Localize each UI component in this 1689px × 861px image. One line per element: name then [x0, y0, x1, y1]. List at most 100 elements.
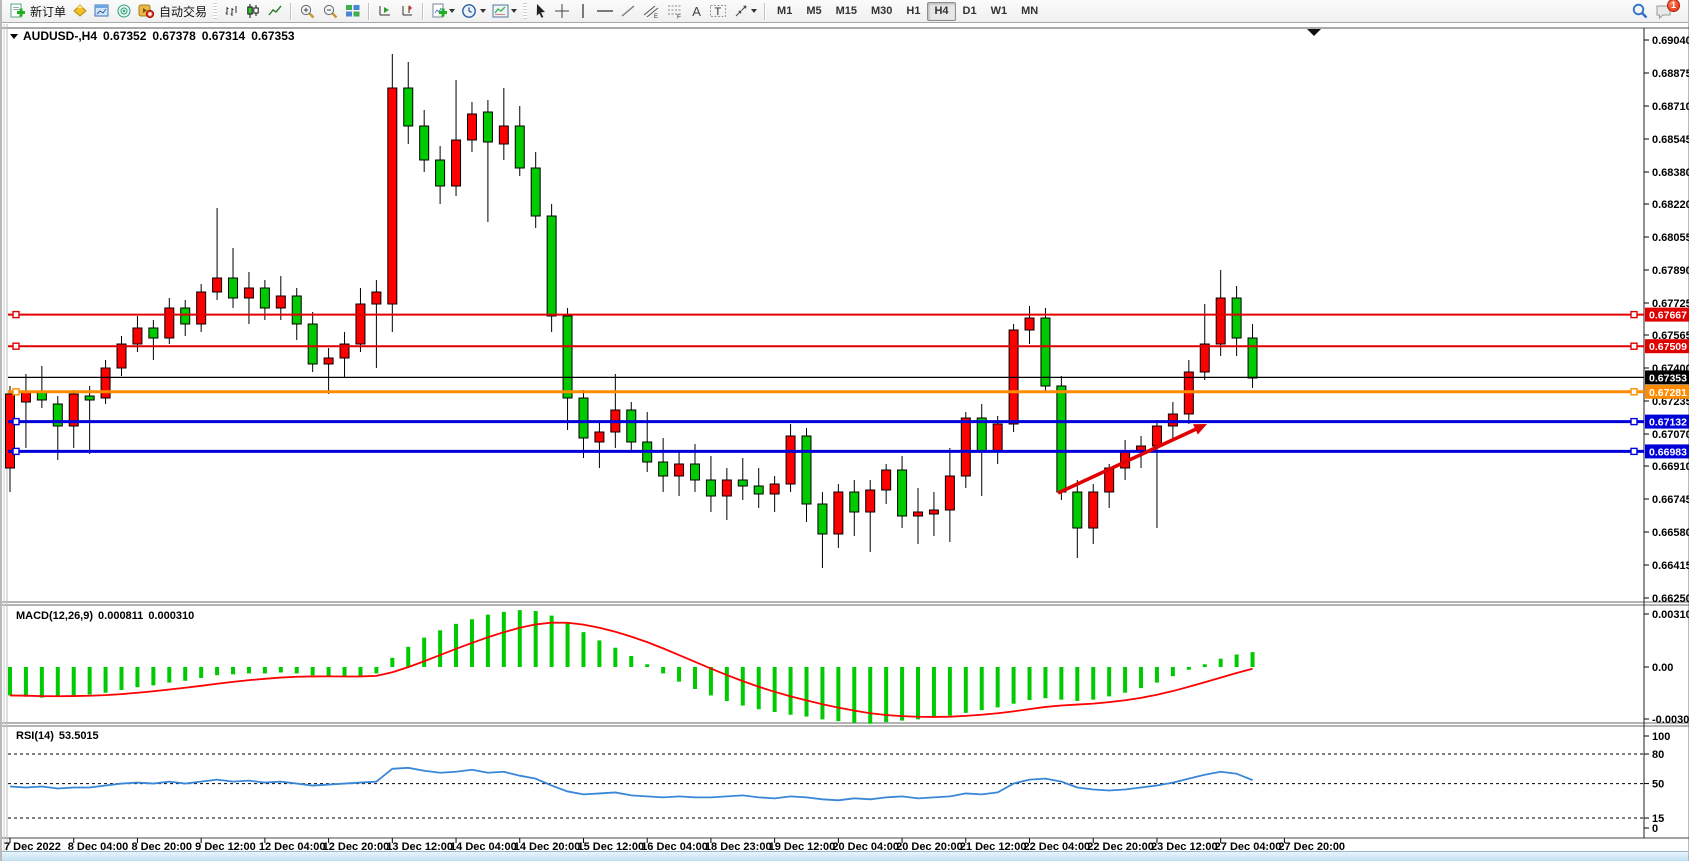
candlesticks [5, 54, 1258, 568]
svg-text:E: E [654, 14, 658, 19]
macd-pane-label: MACD(12,26,9) 0.000811 0.000310 [16, 610, 199, 622]
svg-text:0.66250: 0.66250 [1652, 593, 1689, 605]
macd-value-main: 0.000811 [98, 610, 144, 622]
fibonacci-button[interactable]: F [663, 2, 687, 21]
timeframe-button-m1[interactable]: M1 [777, 5, 793, 17]
h-line-0.67281[interactable]: 0.67281 [8, 384, 1689, 399]
bar-chart-button[interactable] [220, 2, 242, 21]
radar-icon [117, 4, 131, 18]
toolbar-drag-handle[interactable] [523, 3, 528, 19]
svg-text:15 Dec 12:00: 15 Dec 12:00 [577, 841, 644, 853]
timeframe-button-mn[interactable]: MN [1021, 5, 1039, 17]
crosshair-button[interactable] [551, 2, 573, 21]
svg-text:50: 50 [1652, 779, 1664, 791]
trendline-button[interactable] [617, 2, 639, 21]
candlestick-button[interactable] [242, 2, 264, 21]
trendline-icon [621, 5, 635, 17]
vertical-line-button[interactable] [573, 2, 593, 21]
svg-text:22 Dec 20:00: 22 Dec 20:00 [1087, 841, 1154, 853]
h-line-0.67509[interactable]: 0.67509 [8, 339, 1689, 354]
chevron-down-icon [751, 9, 758, 13]
svg-text:12 Dec 04:00: 12 Dec 04:00 [259, 841, 326, 853]
price-close: 0.67353 [251, 29, 295, 43]
h-line-0.67132[interactable]: 0.67132 [8, 414, 1689, 429]
timeframe-button-m5[interactable]: M5 [806, 5, 822, 17]
svg-text:9 Dec 12:00: 9 Dec 12:00 [195, 841, 256, 853]
svg-text:0.67281: 0.67281 [1649, 387, 1687, 399]
one-click-trading-toggle-icon[interactable] [10, 34, 18, 40]
notifications-button[interactable]: 1 [1652, 0, 1680, 21]
periods-button[interactable] [458, 2, 489, 21]
navigator-button[interactable] [113, 2, 135, 21]
autotrading-button[interactable] [135, 2, 157, 21]
trend-arrow[interactable] [1057, 424, 1207, 495]
macd-name: MACD(12,26,9) [16, 610, 94, 622]
svg-text:0.68545: 0.68545 [1652, 134, 1689, 146]
toolbar-drag-handle[interactable] [213, 3, 218, 19]
svg-text:-0.003089: -0.003089 [1652, 714, 1689, 726]
arrows-button[interactable] [730, 2, 760, 21]
svg-text:16 Dec 04:00: 16 Dec 04:00 [641, 841, 708, 853]
chart-shift-marker-icon[interactable] [1307, 29, 1321, 36]
svg-text:8 Dec 04:00: 8 Dec 04:00 [68, 841, 129, 853]
equidistant-channel-icon: E [643, 5, 659, 19]
svg-text:7 Dec 2022: 7 Dec 2022 [4, 841, 61, 853]
new-order-label[interactable]: 新订单 [30, 4, 67, 19]
chevron-down-icon [480, 9, 487, 13]
timeframe-button-h1[interactable]: H1 [906, 5, 921, 17]
chart-shift-icon [402, 5, 413, 16]
channel-button[interactable]: E [639, 2, 663, 21]
svg-text:14 Dec 20:00: 14 Dec 20:00 [514, 841, 581, 853]
indicators-button[interactable] [428, 2, 458, 21]
market-depth-button[interactable] [69, 2, 91, 21]
macd-indicator: 0.003105 0.00 -0.003089 [8, 609, 1689, 726]
time-axis[interactable]: 7 Dec 2022 8 Dec 04:00 8 Dec 20:00 9 Dec 12… [4, 838, 1345, 853]
chart-shift-button[interactable] [396, 2, 418, 21]
timeframe-button-d1[interactable]: D1 [962, 5, 977, 17]
notification-badge: 1 [1667, 0, 1680, 12]
h-line-0.66983[interactable]: 0.66983 [8, 444, 1689, 459]
templates-button[interactable] [489, 2, 520, 21]
line-chart-button[interactable] [264, 2, 286, 21]
svg-text:23 Dec 12:00: 23 Dec 12:00 [1151, 841, 1218, 853]
svg-text:12 Dec 20:00: 12 Dec 20:00 [323, 841, 390, 853]
price-axis[interactable]: 0.69040 0.68875 0.68710 0.68545 0.68380 0.682… [1644, 35, 1689, 605]
tile-windows-button[interactable] [342, 2, 364, 21]
search-icon [1632, 3, 1648, 19]
cursor-button[interactable] [530, 2, 551, 21]
template-icon [492, 4, 509, 17]
timeframe-button-m30[interactable]: M30 [871, 5, 893, 17]
current-price-line: 0.67353 [8, 370, 1689, 385]
svg-text:13 Dec 12:00: 13 Dec 12:00 [386, 841, 453, 853]
h-line-0.67667[interactable]: 0.67667 [8, 307, 1689, 322]
search-button[interactable] [1628, 2, 1652, 21]
timeframe-button-w1[interactable]: W1 [990, 5, 1008, 17]
zoom-in-icon [300, 4, 315, 18]
autotrading-label[interactable]: 自动交易 [159, 4, 208, 19]
svg-text:0.67132: 0.67132 [1649, 417, 1687, 429]
zoom-out-button[interactable] [319, 2, 342, 21]
timeframe-button-h4[interactable]: H4 [927, 1, 956, 21]
new-order-button[interactable] [6, 2, 28, 21]
chart-window-button[interactable] [91, 2, 113, 21]
svg-text:0.68220: 0.68220 [1652, 199, 1689, 211]
text-button[interactable]: A [687, 2, 706, 21]
zoom-in-button[interactable] [296, 2, 319, 21]
text-tool-icon: A [692, 3, 701, 19]
horizontal-line-button[interactable] [593, 2, 617, 21]
svg-text:14 Dec 04:00: 14 Dec 04:00 [450, 841, 517, 853]
svg-text:0.003105: 0.003105 [1652, 609, 1689, 621]
svg-text:0.66580: 0.66580 [1652, 527, 1689, 539]
gold-icon [73, 4, 87, 17]
text-label-button[interactable]: T [706, 2, 730, 21]
horizontal-line-icon [597, 10, 614, 12]
rsi-indicator: 100 80 50 150 [8, 731, 1670, 835]
svg-text:0.67890: 0.67890 [1652, 265, 1689, 277]
auto-scroll-button[interactable] [374, 2, 396, 21]
add-indicator-icon [432, 3, 448, 18]
svg-text:22 Dec 04:00: 22 Dec 04:00 [1024, 841, 1091, 853]
timeframe-button-m15[interactable]: M15 [835, 5, 857, 17]
svg-text:8 Dec 20:00: 8 Dec 20:00 [131, 841, 192, 853]
